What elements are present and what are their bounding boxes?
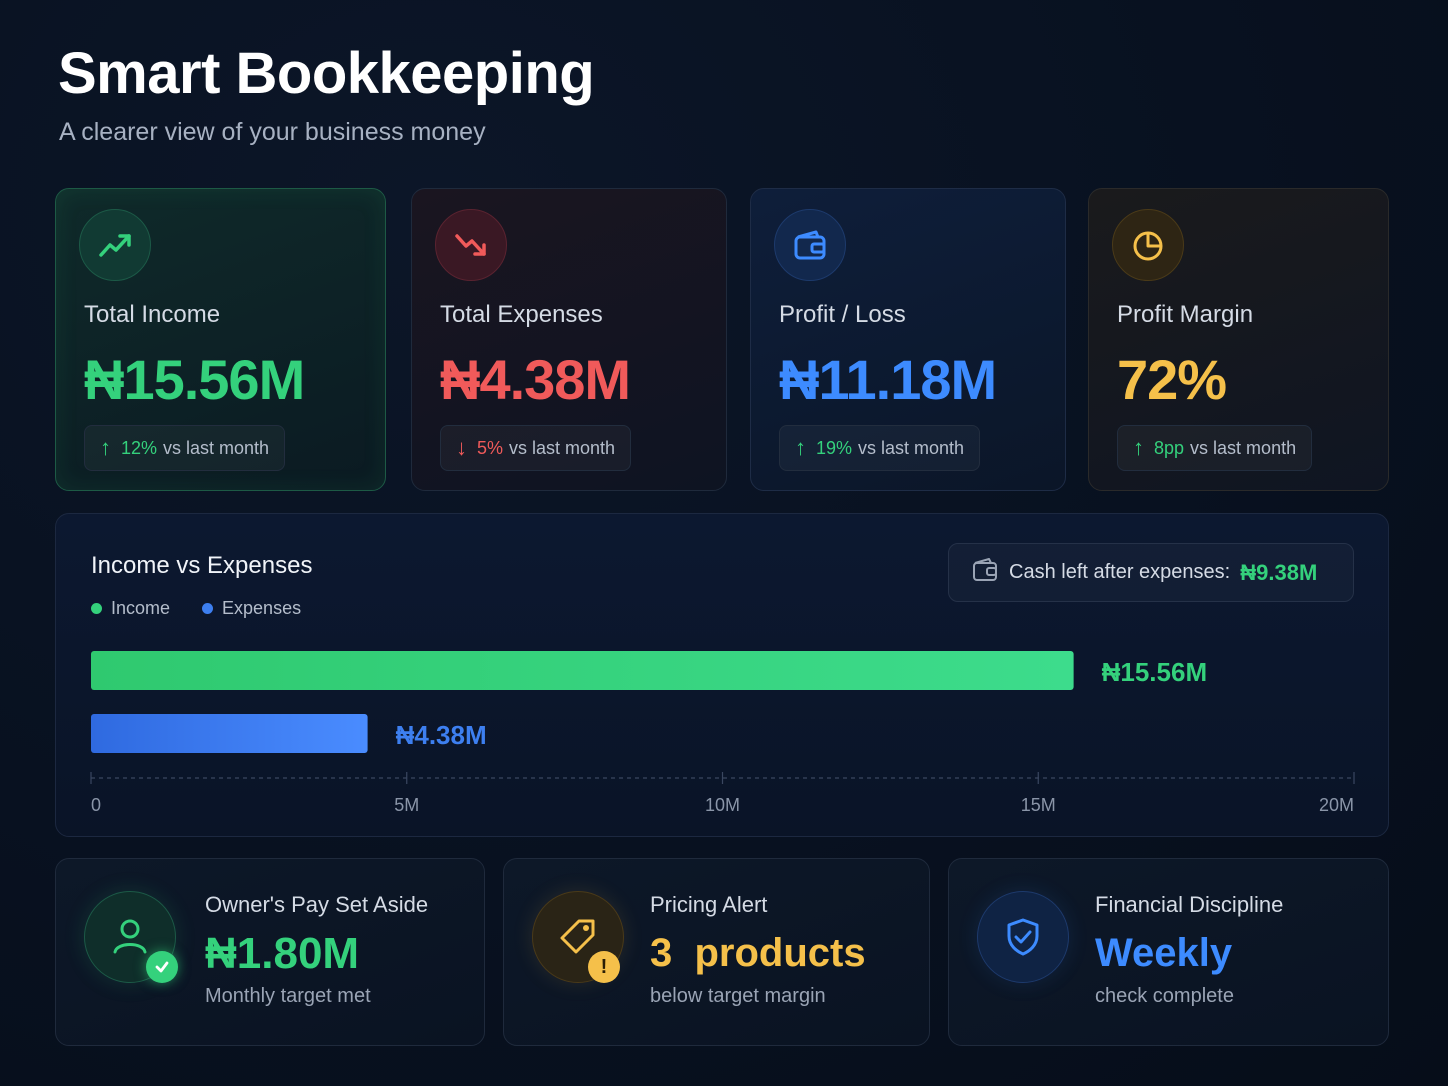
check-badge-icon (146, 951, 178, 983)
trending-up-icon (79, 209, 151, 281)
warning-badge-icon: ! (588, 951, 620, 983)
wallet-icon (971, 557, 999, 589)
legend-item-expenses: Expenses (202, 598, 301, 619)
chart-title: Income vs Expenses (91, 552, 313, 579)
kpi-label: Total Income (84, 301, 221, 328)
page-subtitle: A clearer view of your business money (59, 118, 486, 146)
kpi-change-value: 8pp (1154, 437, 1185, 458)
x-axis-tick-label: 10M (705, 795, 740, 815)
page-title: Smart Bookkeeping (58, 41, 595, 106)
wallet-icon (774, 209, 846, 281)
legend-swatch-expenses (202, 603, 214, 614)
kpi-card-profit-loss[interactable]: Profit / Loss ₦11.18M ↑ 19% vs last mont… (750, 188, 1066, 491)
arrow-up-icon: ↑ (100, 435, 111, 460)
legend-item-income: Income (91, 598, 170, 619)
arrow-down-icon: ↓ (456, 435, 467, 460)
kpi-change-value: 5% (477, 437, 504, 458)
arrow-up-icon: ↑ (795, 435, 806, 460)
legend-swatch-income (91, 603, 102, 614)
cash-left-label: Cash left after expenses: (1009, 561, 1231, 583)
owners-pay-value: ₦1.80M (205, 929, 360, 978)
kpi-change-suffix: vs last month (509, 437, 616, 458)
owners-pay-status: Monthly target met (205, 985, 371, 1007)
kpi-card-total-income[interactable]: Total Income ₦15.56M ↑ 12% vs last month (55, 188, 386, 491)
owners-pay-label: Owner's Pay Set Aside (205, 892, 429, 917)
legend-label: Income (111, 598, 171, 618)
arrow-up-icon: ↑ (1133, 435, 1144, 460)
bar-value-label: ₦15.56M (1102, 657, 1208, 687)
bar-expenses (91, 714, 368, 753)
bar-income (91, 651, 1074, 690)
kpi-change-badge: ↓ 5% vs last month (440, 425, 632, 471)
trending-down-icon (435, 209, 507, 281)
pricing-alert-label: Pricing Alert (650, 892, 768, 917)
bar-value-label: ₦4.38M (396, 720, 487, 750)
x-axis-tick-label: 0 (91, 795, 101, 815)
kpi-value: ₦11.18M (779, 348, 997, 411)
kpi-label: Profit / Loss (779, 301, 906, 328)
kpi-value: 72% (1117, 348, 1227, 411)
kpi-card-total-expenses[interactable]: Total Expenses ₦4.38M ↓ 5% vs last month (411, 188, 727, 491)
kpi-change-badge: ↑ 19% vs last month (779, 425, 981, 471)
x-axis-tick-label: 20M (1319, 795, 1354, 815)
cash-left-summary: Cash left after expenses: ₦9.38M (948, 543, 1354, 602)
income-expenses-bar-chart: ₦15.56M ₦4.38M 0 5M 10M 15M 20M (90, 651, 1355, 815)
kpi-change-value: 19% (816, 437, 853, 458)
shield-check-icon (977, 891, 1069, 983)
income-vs-expenses-card: Income vs Expenses Income Expenses Cash … (55, 513, 1389, 837)
kpi-value: ₦15.56M (84, 348, 305, 411)
kpi-change-value: 12% (121, 437, 158, 458)
chart-legend: Income Expenses (91, 598, 301, 619)
legend-label: Expenses (222, 598, 302, 618)
kpi-card-profit-margin[interactable]: Profit Margin 72% ↑ 8pp vs last month (1088, 188, 1389, 491)
kpi-label: Profit Margin (1117, 301, 1254, 328)
pricing-alert-value: 3 products (650, 931, 866, 975)
financial-discipline-card[interactable]: Financial Discipline Weekly check comple… (948, 858, 1389, 1046)
kpi-change-badge: ↑ 12% vs last month (84, 425, 286, 471)
x-axis-tick-label: 15M (1021, 795, 1056, 815)
pricing-alert-card[interactable]: ! Pricing Alert 3 products below target … (503, 858, 930, 1046)
kpi-label: Total Expenses (440, 301, 603, 328)
cash-left-value: ₦9.38M (1240, 559, 1318, 585)
financial-discipline-value: Weekly (1095, 931, 1233, 975)
pie-chart-icon (1112, 209, 1184, 281)
pricing-alert-detail: below target margin (650, 985, 826, 1007)
x-axis-tick-label: 5M (394, 795, 419, 815)
owners-pay-card[interactable]: Owner's Pay Set Aside ₦1.80M Monthly tar… (55, 858, 485, 1046)
kpi-value: ₦4.38M (440, 348, 631, 411)
kpi-change-suffix: vs last month (858, 437, 965, 458)
financial-discipline-label: Financial Discipline (1095, 892, 1284, 917)
kpi-change-suffix: vs last month (1190, 437, 1297, 458)
kpi-change-suffix: vs last month (163, 437, 270, 458)
financial-discipline-detail: check complete (1095, 985, 1234, 1007)
kpi-change-badge: ↑ 8pp vs last month (1117, 425, 1313, 471)
